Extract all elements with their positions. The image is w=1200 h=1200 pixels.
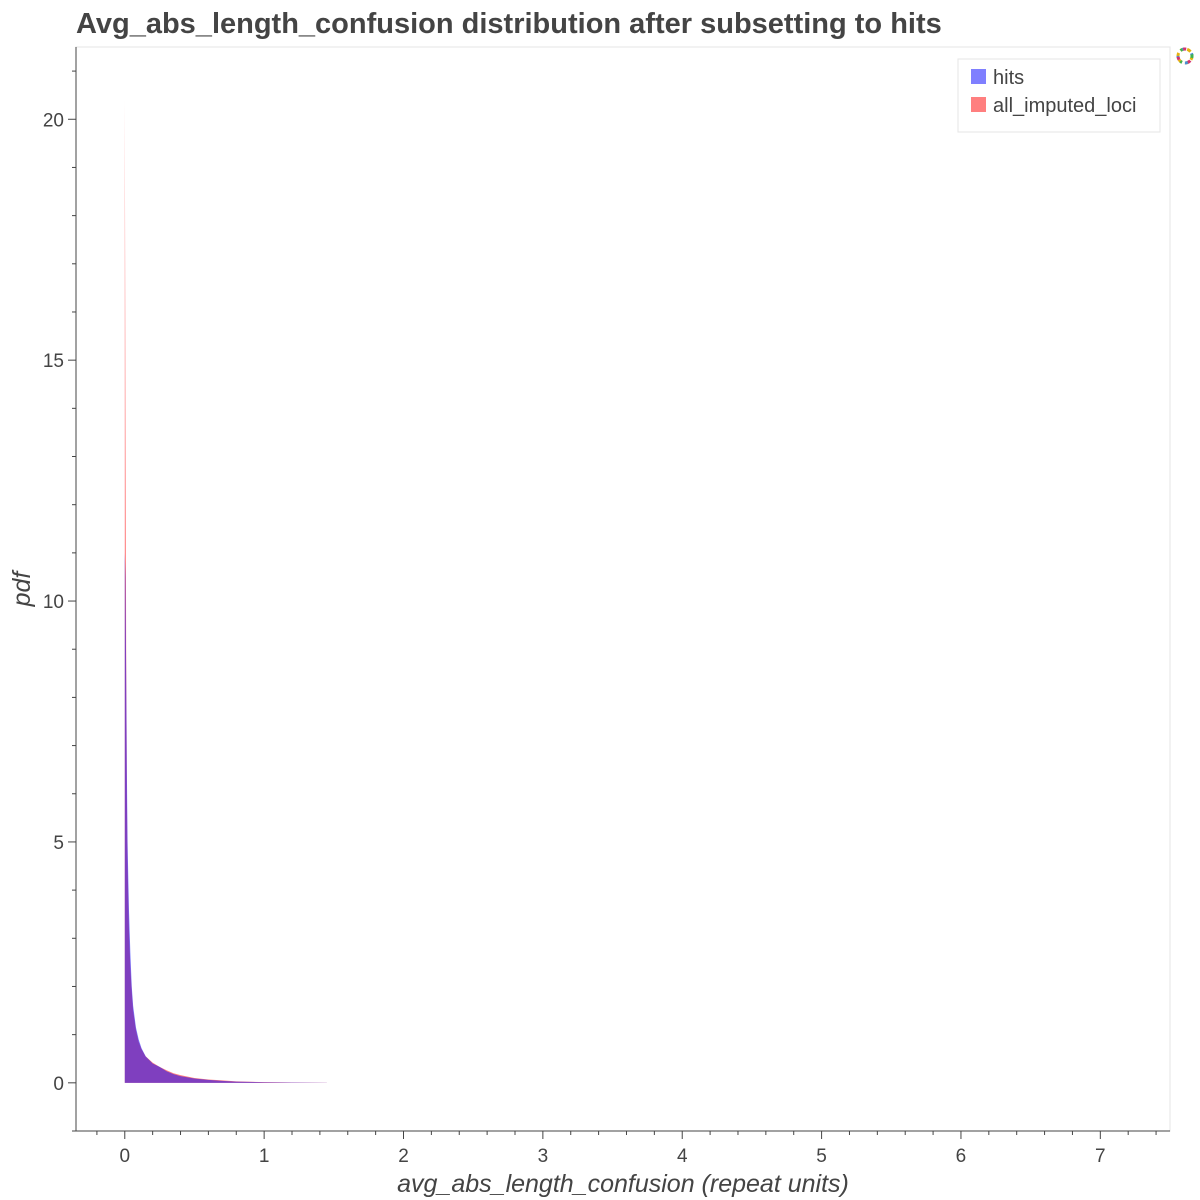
legend-label-all-imputed-loci: all_imputed_loci xyxy=(993,95,1136,117)
legend-swatch-all-imputed-loci xyxy=(971,97,986,112)
x-tick-label: 7 xyxy=(1095,1146,1106,1167)
x-axis: 0 1 2 3 4 5 6 7 xyxy=(76,1130,1170,1167)
x-axis-label: avg_abs_length_confusion (repeat units) xyxy=(397,1170,849,1198)
x-tick-label: 1 xyxy=(259,1146,270,1167)
bokeh-logo-icon[interactable] xyxy=(1175,46,1195,66)
legend-swatch-hits xyxy=(971,69,986,84)
x-tick-label: 5 xyxy=(816,1146,827,1167)
x-tick-label: 6 xyxy=(956,1146,967,1167)
legend-box xyxy=(957,58,1161,133)
x-tick-label: 4 xyxy=(677,1146,688,1167)
y-tick-label: 20 xyxy=(43,110,64,131)
y-axis-label: pdf xyxy=(8,569,36,608)
y-tick-label: 5 xyxy=(53,833,64,854)
plot-frame xyxy=(75,46,1171,1132)
x-tick-label: 3 xyxy=(538,1146,549,1167)
y-tick-label: 15 xyxy=(43,351,64,372)
chart-title: Avg_abs_length_confusion distribution af… xyxy=(76,8,942,40)
y-tick-label: 10 xyxy=(43,592,64,613)
x-tick-label: 2 xyxy=(398,1146,409,1167)
y-axis: 0 5 10 15 20 xyxy=(43,47,77,1132)
y-tick-label: 0 xyxy=(53,1074,64,1095)
x-tick-label: 0 xyxy=(119,1146,130,1167)
legend: hits all_imputed_loci xyxy=(957,58,1161,133)
legend-label-hits: hits xyxy=(993,67,1024,89)
